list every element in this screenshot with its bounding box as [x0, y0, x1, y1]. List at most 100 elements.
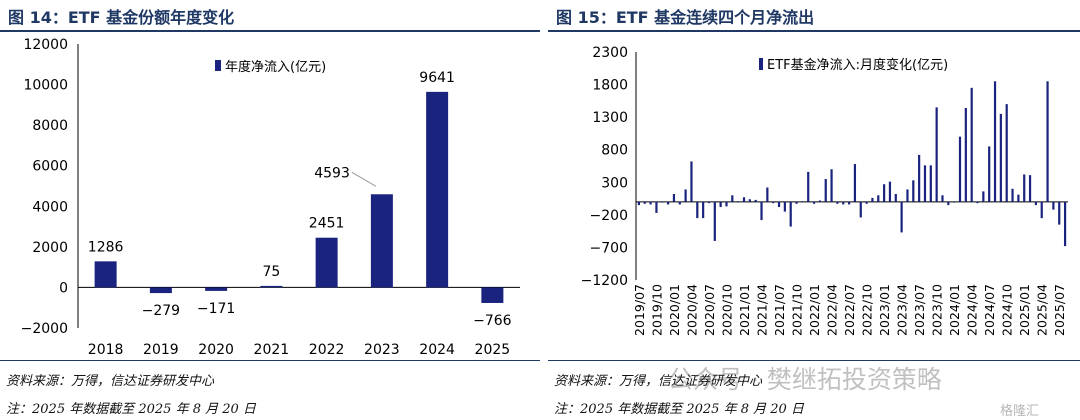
x-tick-label: 2022/10	[860, 284, 875, 336]
bar	[941, 195, 944, 202]
watermark-corner: 格隆汇	[1000, 404, 1040, 419]
x-tick-label: 2022/04	[825, 284, 840, 336]
legend-swatch	[759, 58, 763, 70]
legend-label: ETF基金净流入:月度变化(亿元)	[767, 57, 948, 73]
y-tick-label: 1300	[592, 110, 628, 126]
bar	[783, 201, 786, 212]
bar	[1011, 188, 1014, 202]
bar	[643, 201, 646, 204]
bar	[667, 201, 670, 205]
bar	[877, 195, 880, 202]
bar	[853, 164, 857, 202]
figure-title: 图 15：ETF 基金连续四个月净流出	[556, 8, 815, 27]
bar	[883, 184, 886, 202]
bar	[824, 179, 827, 202]
x-tick-label: 2023/07	[912, 284, 927, 336]
x-tick-label: 2021	[254, 342, 290, 358]
x-tick-label: 2025	[475, 342, 511, 358]
bar	[637, 201, 641, 206]
bar	[912, 180, 915, 202]
x-tick-label: 2024/04	[965, 284, 980, 336]
right-figure: 图 15：ETF 基金连续四个月净流出 −1200 −700 −200 300 800 1…	[548, 0, 1080, 420]
y-tick-label: 300	[601, 175, 628, 191]
bar	[988, 146, 991, 202]
x-tick-label: 2022/07	[842, 284, 857, 336]
bottom-rule	[0, 360, 540, 361]
x-tick-label: 2023/04	[895, 284, 910, 336]
bar	[1028, 175, 1032, 202]
bar	[684, 189, 687, 202]
y-tick-label: 800	[601, 143, 628, 159]
x-tick-label: 2019/07	[632, 284, 647, 336]
bar	[970, 87, 973, 202]
bar	[888, 181, 892, 202]
bar	[999, 113, 1002, 202]
bar	[426, 91, 449, 288]
bar	[929, 165, 932, 202]
x-tick-label: 2020/01	[667, 284, 682, 336]
cutoff-note: 注：2025 年数据截至 2025 年 8 月 20 日	[554, 402, 804, 417]
x-tick-label: 2025/04	[1035, 284, 1050, 336]
bar	[871, 197, 874, 202]
bar	[737, 201, 740, 202]
bar	[830, 169, 833, 202]
bar	[847, 201, 851, 205]
bar	[795, 201, 798, 204]
title-rule	[548, 30, 1080, 32]
bar	[894, 194, 897, 202]
bar	[964, 108, 967, 202]
bar	[865, 201, 868, 204]
bar	[1040, 201, 1043, 219]
bar	[748, 199, 751, 202]
bar	[94, 261, 117, 288]
watermark: 公众号 · 樊继拓投资策略	[668, 365, 942, 394]
left-figure: 图 14：ETF 基金份额年度变化 −2000 0 2000 4000 6000 8000…	[0, 8, 540, 417]
bar	[678, 201, 681, 205]
bar	[1017, 194, 1020, 202]
bar	[1034, 201, 1037, 206]
annual-flow-chart: −2000 0 2000 4000 6000 8000 10000 12000 2018 1286…	[21, 37, 520, 358]
bar	[1063, 201, 1067, 247]
bar	[818, 200, 821, 202]
source-note: 资料来源：万得，信达证券研发中心	[6, 374, 215, 389]
bar	[149, 287, 172, 294]
x-tick-label: 2024	[419, 342, 455, 358]
bar	[789, 201, 792, 227]
bar	[801, 201, 804, 202]
y-tick-label: 2300	[592, 45, 628, 61]
data-label: 4593	[314, 165, 350, 181]
bar	[935, 107, 938, 202]
x-tick-label: 2020/10	[719, 284, 734, 336]
bar	[1046, 81, 1049, 202]
x-tick-label: 2021/04	[755, 284, 770, 336]
bar	[772, 201, 775, 204]
bar	[766, 187, 769, 202]
bar	[947, 201, 950, 206]
x-tick-label: 2019/10	[649, 284, 664, 336]
y-tick-label: 0	[59, 280, 68, 296]
data-label: −279	[142, 303, 180, 319]
x-tick-label: 2023	[364, 342, 400, 358]
y-tick-label: 12000	[23, 37, 68, 53]
bar	[713, 201, 716, 241]
x-tick-label: 2019	[143, 342, 179, 358]
y-tick-label: 1800	[592, 78, 628, 94]
y-tick-label: 8000	[32, 118, 68, 134]
y-tick-label: 2000	[32, 240, 68, 256]
legend-swatch	[215, 60, 221, 71]
bar	[760, 201, 763, 221]
bar	[953, 201, 956, 203]
bar	[481, 287, 504, 303]
y-tick-label: −1200	[581, 273, 628, 289]
bar	[707, 201, 711, 204]
x-tick-label: 2024/07	[982, 284, 997, 336]
bar	[731, 195, 734, 202]
data-label: 9641	[419, 70, 455, 86]
bar	[260, 285, 283, 288]
x-tick-label: 2022/01	[807, 284, 822, 336]
bar	[672, 194, 676, 202]
bar	[807, 171, 810, 202]
bar	[993, 81, 997, 202]
bar	[719, 201, 722, 208]
bar	[923, 165, 927, 202]
